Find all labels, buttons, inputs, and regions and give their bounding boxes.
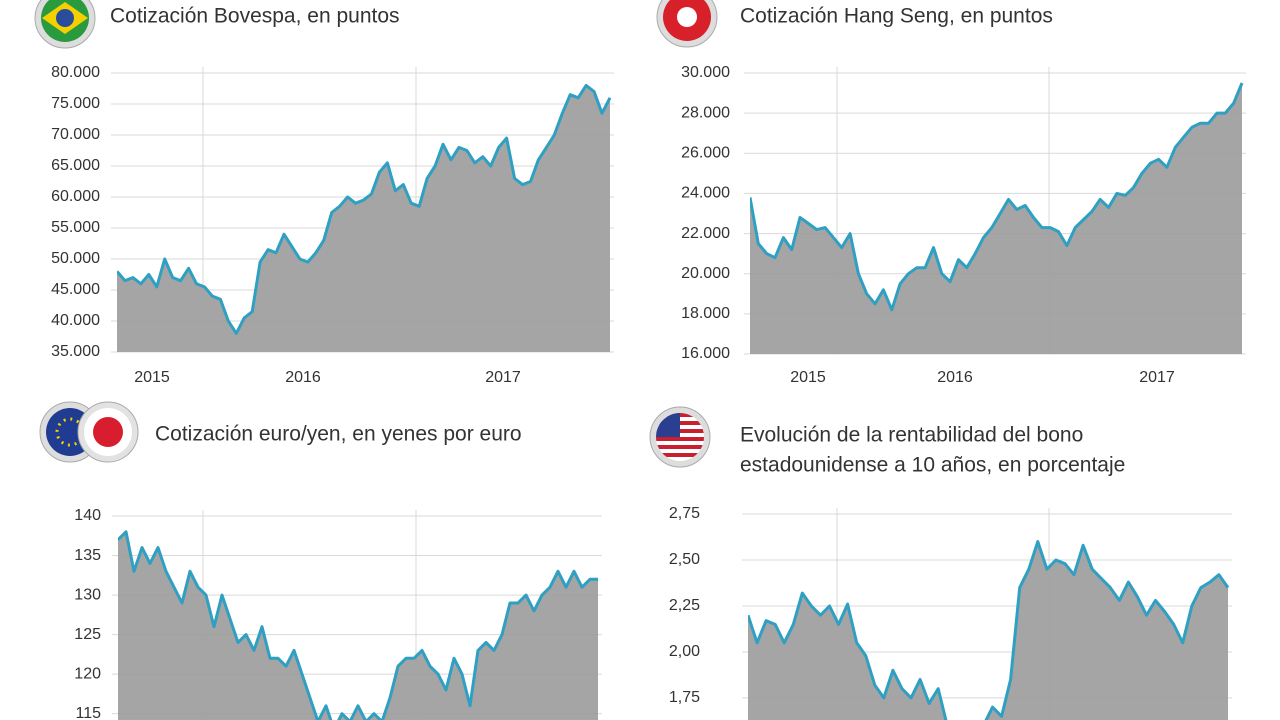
- series: [118, 530, 598, 720]
- y-tick-label: 1,75: [669, 689, 700, 706]
- y-tick-label: 40.000: [51, 312, 100, 329]
- y-tick-label: 125: [74, 626, 101, 643]
- area: [117, 85, 610, 352]
- series: [117, 83, 612, 352]
- series: [748, 540, 1230, 720]
- line: [750, 82, 1244, 312]
- x-tick-label: 2017: [1139, 369, 1175, 386]
- chart-title: Evolución de la rentabilidad del bono: [740, 424, 1083, 447]
- x-tick-label: 2017: [485, 369, 521, 386]
- flag-hong-kong: [656, 0, 718, 48]
- flag-usa: [649, 406, 711, 468]
- y-tick-label: 2,00: [669, 643, 700, 660]
- chart-title: Cotización Hang Seng, en puntos: [740, 5, 1053, 28]
- x-tick-label: 2015: [790, 369, 826, 386]
- y-tick-label: 20.000: [681, 265, 730, 282]
- area: [750, 83, 1242, 354]
- y-tick-label: 135: [74, 547, 101, 564]
- y-tick-label: 18.000: [681, 305, 730, 322]
- y-tick-label: 75.000: [51, 95, 100, 112]
- y-tick-label: 2,50: [669, 551, 700, 568]
- y-tick-label: 65.000: [51, 157, 100, 174]
- y-tick-label: 80.000: [51, 64, 100, 81]
- y-tick-label: 115: [75, 705, 101, 720]
- x-tick-label: 2016: [285, 369, 321, 386]
- area: [118, 531, 598, 720]
- y-tick-label: 60.000: [51, 188, 100, 205]
- x-tick-label: 2015: [134, 369, 170, 386]
- line: [748, 540, 1230, 720]
- flag-japan: [77, 401, 139, 463]
- y-tick-label: 22.000: [681, 225, 730, 242]
- y-tick-label: 16.000: [681, 345, 730, 362]
- chart-title: estadounidense a 10 años, en porcentaje: [740, 454, 1125, 477]
- y-tick-label: 70.000: [51, 126, 100, 143]
- y-tick-label: 28.000: [681, 104, 730, 121]
- y-tick-label: 120: [74, 665, 101, 682]
- x-tick-label: 2016: [937, 369, 973, 386]
- y-tick-label: 55.000: [51, 219, 100, 236]
- y-tick-label: 140: [74, 507, 101, 524]
- line: [118, 530, 598, 720]
- y-tick-label: 2,25: [669, 597, 700, 614]
- y-tick-label: 50.000: [51, 250, 100, 267]
- y-tick-label: 30.000: [681, 64, 730, 81]
- y-tick-label: 45.000: [51, 281, 100, 298]
- y-tick-label: 26.000: [681, 145, 730, 162]
- area: [748, 541, 1228, 720]
- y-tick-label: 2,75: [669, 505, 700, 522]
- y-tick-label: 24.000: [681, 185, 730, 202]
- series: [750, 82, 1244, 354]
- y-tick-label: 130: [74, 586, 101, 603]
- flag-brazil: [34, 0, 96, 49]
- y-tick-label: 35.000: [51, 343, 100, 360]
- chart-title: Cotización euro/yen, en yenes por euro: [155, 423, 522, 446]
- chart-title: Cotización Bovespa, en puntos: [110, 5, 400, 28]
- line: [117, 83, 612, 335]
